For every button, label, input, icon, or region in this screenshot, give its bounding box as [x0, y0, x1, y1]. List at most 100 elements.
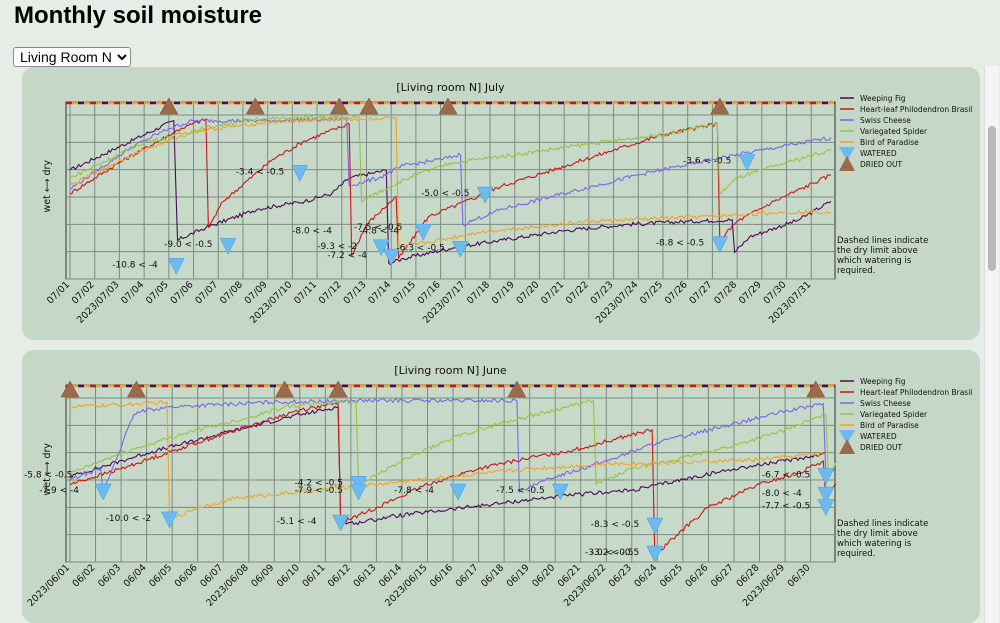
x-tick-label: 07/29	[737, 279, 764, 306]
dried-out-marker	[710, 97, 730, 115]
series-line-weeping-fig	[69, 405, 827, 526]
x-tick-label: 07/07	[193, 279, 220, 306]
x-tick-label: 07/26	[663, 279, 690, 306]
series-line-weeping-fig	[69, 120, 832, 266]
note-line: Dashed lines indicate	[837, 236, 928, 246]
watered-marker	[817, 468, 835, 486]
legend-label: DRIED OUT	[860, 443, 902, 452]
dried-out-marker	[245, 97, 265, 115]
watered-label: -3.6 < -0.5	[683, 157, 731, 167]
x-tick-label: 06/06	[173, 562, 200, 589]
series-line-bird-of-paradise	[69, 400, 827, 522]
legend-label: Variegated Spider	[860, 127, 928, 136]
watered-label: -8.3 < -0.5	[591, 520, 639, 530]
watered-label: -8.0 < -4	[762, 489, 802, 499]
x-tick-label: 06/25	[658, 562, 685, 589]
watered-marker	[350, 483, 367, 501]
chart-title: [Living room N] June	[394, 364, 507, 377]
x-tick-label: 07/21	[539, 279, 566, 306]
x-tick-label: 07/25	[638, 279, 665, 306]
plot-area	[65, 384, 836, 563]
dried-out-marker	[275, 380, 294, 398]
watered-marker	[167, 258, 185, 275]
watered-marker	[817, 499, 835, 517]
legend-watered-icon	[839, 147, 855, 161]
series-line-bird-of-paradise	[69, 115, 832, 249]
watered-label: -9.0 < -0.5	[164, 240, 212, 250]
watered-marker	[711, 236, 729, 254]
watered-label: -6.7 < -0.5	[762, 471, 810, 481]
x-tick-label: 06/19	[505, 562, 532, 589]
series-line-swiss-cheese	[69, 398, 837, 494]
watered-label: -7.2 < -4	[327, 251, 367, 261]
watered-marker	[291, 165, 309, 182]
x-tick-label: 06/12	[326, 562, 353, 589]
july-chart: -10.8 < -4 -9.0 < -0.5 -3.4 < -0.5 -9.3 < -…	[42, 81, 972, 326]
series-line-heart-leaf-philodendron-brasil	[69, 117, 832, 259]
x-tick-label: 07/04	[119, 279, 146, 306]
june-chart: -7.9 < -4-10.0 < -2 -5.1 < -4-4.2 < -0.5-…	[24, 364, 972, 609]
legend-label: Heart-leaf Philodendron Brasil	[860, 105, 972, 114]
watered-marker	[372, 239, 390, 257]
june-chart-panel: -7.9 < -4 -10.0 < -2 -5.1 < -4 -4.2 < -0.5-…	[22, 350, 980, 623]
x-tick-label: 06/18	[479, 562, 506, 589]
x-tick-label: 07/18	[465, 279, 492, 306]
y-axis-label: wet ⟷ dry	[42, 160, 53, 213]
x-tick-label: 06/02	[71, 562, 98, 589]
x-tick-label: 07/28	[712, 279, 739, 306]
dried-out-marker	[507, 380, 527, 398]
x-tick-label: 07/19	[490, 279, 517, 306]
watered-marker	[94, 483, 112, 501]
dried-out-marker	[438, 97, 458, 115]
reading-label: -5.8 < -0.5	[24, 471, 72, 481]
watered-marker	[646, 545, 664, 563]
x-tick-label: 07/27	[687, 279, 714, 306]
x-tick-label: 06/26	[683, 562, 710, 589]
scrollbar-thumb[interactable]	[988, 126, 996, 271]
x-tick-label: 06/16	[428, 562, 455, 589]
vertical-scrollbar[interactable]	[984, 66, 999, 623]
watered-label: -9.3 < -2	[317, 242, 357, 252]
x-tick-label: 07/22	[564, 279, 591, 306]
watered-marker	[382, 248, 400, 266]
dried-out-marker	[328, 380, 348, 398]
legend-label: DRIED OUT	[860, 160, 902, 169]
x-tick-label: 06/13	[351, 562, 378, 589]
watered-label: -7.9 < -4	[39, 486, 79, 496]
x-tick-label: 2023/06/01	[26, 562, 73, 609]
series-line-variegated-spider	[69, 399, 837, 486]
note-line: the dry limit above	[837, 529, 918, 539]
watered-marker	[219, 237, 237, 255]
dried-out-marker	[329, 97, 349, 115]
x-tick-label: 06/17	[454, 562, 481, 589]
legend-label: Weeping Fig	[860, 94, 906, 103]
legend-watered-icon	[839, 430, 855, 444]
series-line-heart-leaf-philodendron-brasil	[69, 402, 837, 560]
x-tick-label: 07/13	[341, 279, 368, 306]
july-chart-panel: -10.8 < -4 -9.0 < -0.5 -3.4 < -0.5 -9.3 < -…	[22, 67, 980, 340]
note-line: which watering is	[837, 256, 912, 266]
legend-label: Variegated Spider	[860, 410, 928, 419]
legend-label: Swiss Cheese	[860, 399, 911, 408]
x-tick-label: 06/23	[607, 562, 634, 589]
series-line-swiss-cheese	[69, 116, 832, 227]
watered-label: -3.4 < -0.5	[236, 167, 284, 177]
watered-label: -10.8 < -4	[112, 260, 158, 270]
legend-dried-icon	[839, 156, 855, 171]
x-tick-label: 06/03	[96, 562, 123, 589]
watered-marker	[551, 483, 569, 501]
room-select[interactable]: Living Room N	[13, 47, 131, 67]
watered-marker	[817, 486, 835, 504]
legend-label: Swiss Cheese	[860, 116, 911, 125]
x-tick-label: 07/05	[144, 279, 171, 306]
watered-marker	[646, 517, 664, 535]
x-tick-label: 07/11	[292, 279, 319, 306]
watered-label: -7.5 < -0.5	[496, 486, 544, 496]
reading-label: -7.5 < -0.5	[354, 223, 402, 233]
y-axis-label: wet ⟷ dry	[42, 443, 53, 496]
watered-label: -7.7 < -0.5	[762, 502, 810, 512]
legend-label: Bird of Paradise	[860, 421, 919, 430]
watered-marker	[414, 224, 432, 241]
watered-marker	[476, 186, 494, 204]
page-title: Monthly soil moisture	[14, 2, 263, 29]
